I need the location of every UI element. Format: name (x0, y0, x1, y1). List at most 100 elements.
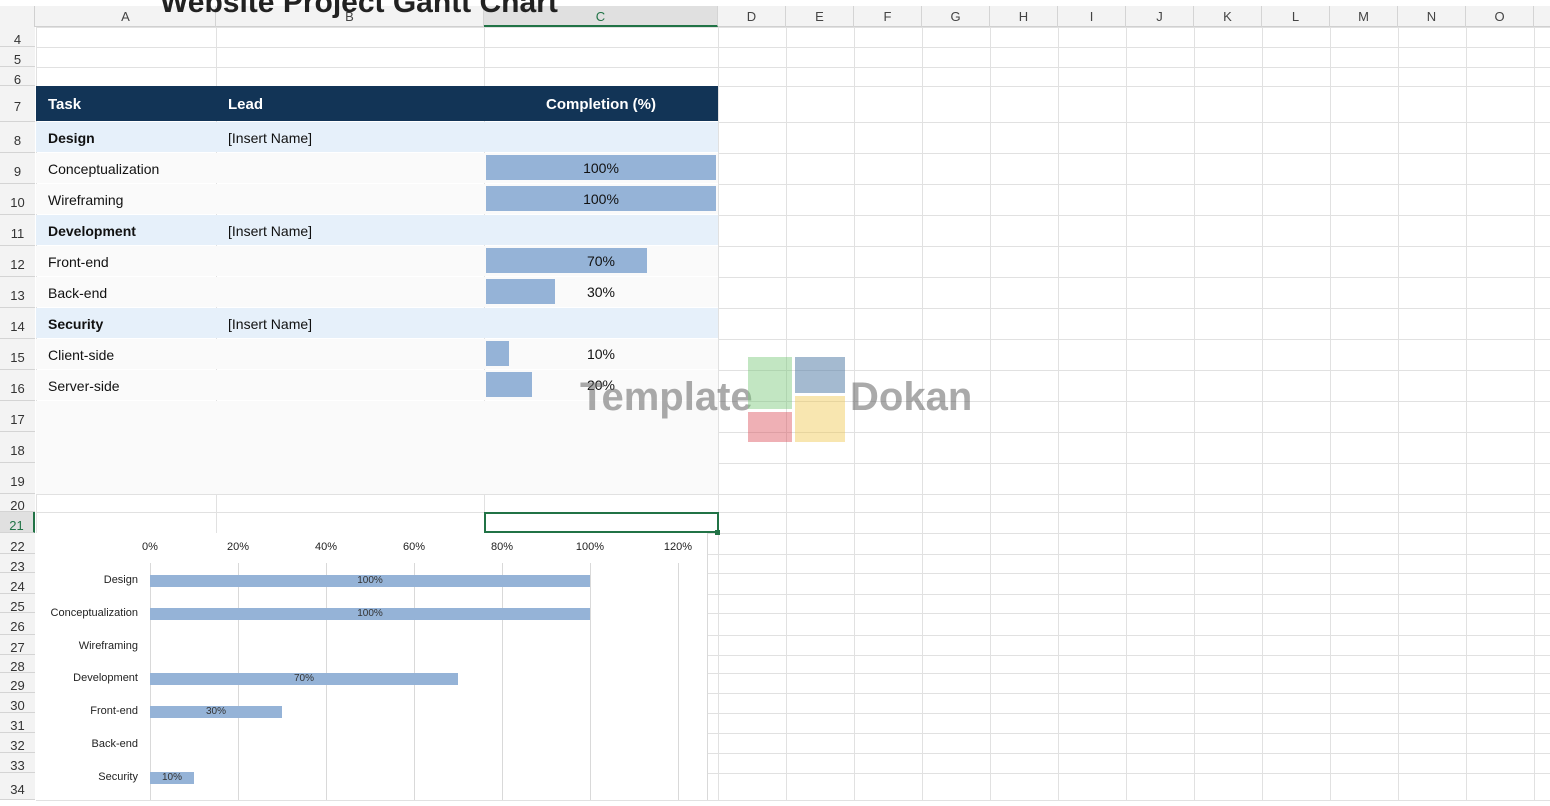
chart-bar[interactable] (150, 771, 194, 784)
row-header-20[interactable]: 20 (0, 494, 35, 513)
grid-row-line (36, 673, 1550, 674)
select-all-corner[interactable] (0, 6, 35, 27)
column-header-h[interactable]: H (990, 6, 1058, 27)
row-header-16[interactable]: 16 (0, 370, 35, 401)
row-header-22[interactable]: 22 (0, 533, 35, 554)
lead-name[interactable]: [Insert Name] (228, 130, 313, 146)
column-header-o[interactable]: O (1466, 6, 1534, 27)
row-header-32[interactable]: 32 (0, 733, 35, 753)
task-name[interactable]: Wireframing (48, 192, 124, 208)
row-header-7[interactable]: 7 (0, 86, 35, 122)
column-header-m[interactable]: M (1330, 6, 1398, 27)
column-header-j[interactable]: J (1126, 6, 1194, 27)
chart-gridline (678, 563, 679, 800)
x-tick-label: 80% (490, 541, 514, 553)
column-header-e[interactable]: E (786, 6, 854, 27)
table-group-row: Design [Insert Name] (36, 122, 718, 152)
completion-value[interactable]: 30% (586, 284, 616, 300)
gantt-chart[interactable]: 0% 20% 40% 60% 80% 100% 120% Design 100% Conceptu… (36, 533, 708, 800)
x-tick-label: 120% (663, 541, 693, 553)
column-header-f[interactable]: F (854, 6, 922, 27)
lead-name[interactable]: [Insert Name] (228, 316, 313, 332)
task-name[interactable]: Conceptualization (48, 161, 160, 177)
row-header-6[interactable]: 6 (0, 67, 35, 87)
grid-row-line (36, 533, 1550, 534)
row-header-4[interactable]: 4 (0, 27, 35, 47)
task-name[interactable]: Back-end (48, 285, 108, 301)
watermark-logo (748, 357, 846, 443)
row-header-15[interactable]: 15 (0, 339, 35, 370)
column-header-a[interactable]: A (36, 6, 216, 27)
grid-row-line (36, 432, 1550, 433)
grid-row-line (36, 47, 1550, 48)
row-header-31[interactable]: 31 (0, 713, 35, 733)
chart-bar[interactable] (150, 607, 590, 620)
task-name[interactable]: Server-side (48, 378, 120, 394)
chart-bar[interactable] (150, 673, 458, 686)
category-label: Security (98, 770, 138, 783)
grid-row-line (36, 512, 1550, 513)
task-name[interactable]: Design (48, 130, 95, 146)
grid-row-line (36, 655, 1550, 656)
row-header-9[interactable]: 9 (0, 153, 35, 184)
grid-col-line (786, 27, 787, 800)
table-row: Conceptualization 100% (36, 153, 718, 183)
column-header-k[interactable]: K (1194, 6, 1262, 27)
row-header-27[interactable]: 27 (0, 635, 35, 655)
grid-col-line (718, 27, 719, 800)
row-header-8[interactable]: 8 (0, 122, 35, 153)
grid-col-line (1466, 27, 1467, 800)
grid-col-line (1262, 27, 1263, 800)
row-header-25[interactable]: 25 (0, 594, 35, 614)
completion-value[interactable]: 100% (583, 160, 619, 176)
x-tick-label: 40% (314, 541, 338, 553)
task-name[interactable]: Front-end (48, 254, 109, 270)
lead-name[interactable]: [Insert Name] (228, 223, 313, 239)
row-header-30[interactable]: 30 (0, 693, 35, 713)
column-header-b[interactable]: B (216, 6, 484, 27)
grid-row-line (36, 713, 1550, 714)
task-name[interactable]: Security (48, 316, 104, 332)
row-header-23[interactable]: 23 (0, 554, 35, 574)
column-header-c[interactable]: C (484, 6, 718, 27)
row-header-5[interactable]: 5 (0, 47, 35, 67)
column-header-i[interactable]: I (1058, 6, 1126, 27)
fill-handle[interactable] (715, 530, 720, 535)
row-header-17[interactable]: 17 (0, 401, 35, 432)
row-header-21[interactable]: 21 (0, 512, 35, 533)
row-header-24[interactable]: 24 (0, 573, 35, 594)
row-header-10[interactable]: 10 (0, 184, 35, 215)
row-header-14[interactable]: 14 (0, 308, 35, 339)
grid-row-line (36, 67, 1550, 68)
row-header-34[interactable]: 34 (0, 773, 35, 800)
row-header-26[interactable]: 26 (0, 613, 35, 635)
selected-cell-c21[interactable] (484, 512, 719, 533)
grid-row-line (36, 184, 1550, 185)
grid-row-line (36, 246, 1550, 247)
row-header-29[interactable]: 29 (0, 673, 35, 693)
row-header-12[interactable]: 12 (0, 246, 35, 277)
completion-value[interactable]: 20% (586, 377, 616, 393)
completion-value[interactable]: 100% (583, 191, 619, 207)
category-label: Front-end (90, 705, 138, 718)
chart-bar[interactable] (150, 575, 590, 587)
column-header-n[interactable]: N (1398, 6, 1466, 27)
task-name[interactable]: Development (48, 223, 136, 239)
row-header-19[interactable]: 19 (0, 463, 35, 494)
row-header-28[interactable]: 28 (0, 655, 35, 674)
column-header-d[interactable]: D (718, 6, 786, 27)
chart-bar[interactable] (150, 706, 282, 719)
row-header-18[interactable]: 18 (0, 432, 35, 463)
row-header-33[interactable]: 33 (0, 753, 35, 773)
x-tick-label: 100% (575, 541, 605, 553)
grid-row-line (36, 773, 1550, 774)
row-header-13[interactable]: 13 (0, 277, 35, 308)
column-header-g[interactable]: G (922, 6, 990, 27)
grid-row-line (36, 594, 1550, 595)
completion-value[interactable]: 10% (586, 346, 616, 362)
row-header-11[interactable]: 11 (0, 215, 35, 246)
grid-row-line (36, 122, 1550, 123)
task-name[interactable]: Client-side (48, 347, 115, 363)
completion-value[interactable]: 70% (586, 253, 616, 269)
column-header-l[interactable]: L (1262, 6, 1330, 27)
